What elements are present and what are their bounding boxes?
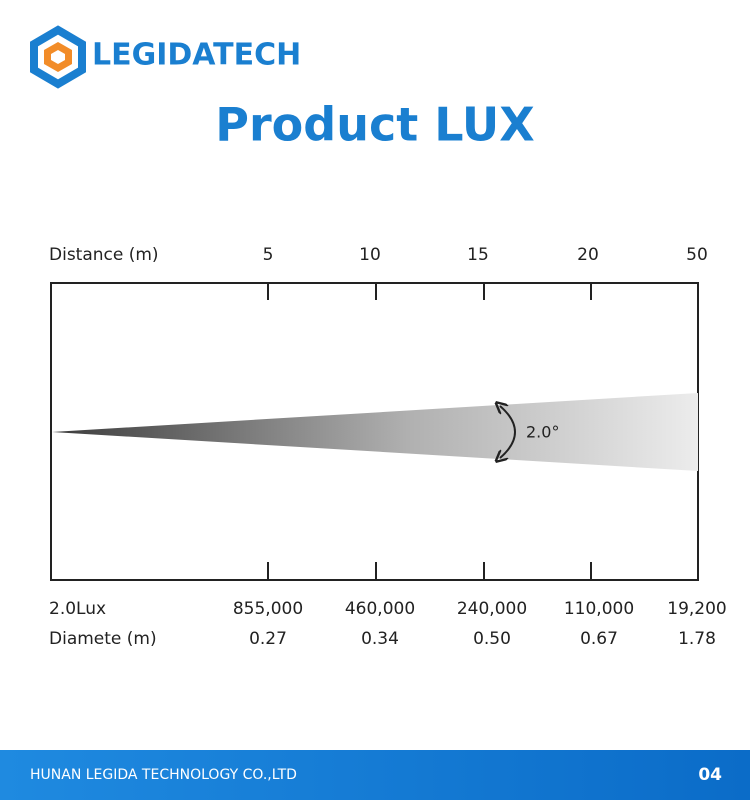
beam: [52, 393, 698, 471]
distance-label: Distance (m): [49, 245, 159, 265]
distance: 20: [577, 245, 599, 265]
lux-value: 240,000: [457, 599, 527, 619]
lux-value: 855,000: [233, 599, 303, 619]
diameter-value: 0.67: [580, 629, 618, 649]
distance: 5: [263, 245, 274, 265]
diameter-value: 0.34: [361, 629, 399, 649]
diameter-value: 0.27: [249, 629, 287, 649]
logo: [30, 25, 86, 89]
page-number: 04: [698, 765, 722, 785]
distance: 50: [686, 245, 708, 265]
company: HUNAN LEGIDA TECHNOLOGY CO.,LTD: [30, 767, 297, 783]
distance: 15: [467, 245, 489, 265]
angle-arc: [500, 406, 516, 458]
lux-label: 2.0Lux: [49, 599, 106, 619]
title: Product LUX: [215, 98, 534, 152]
brand: LEGIDATECH: [92, 38, 301, 73]
angle-label: 2.0°: [526, 423, 559, 442]
distance: 10: [359, 245, 381, 265]
diameter-value: 1.78: [678, 629, 716, 649]
lux-value: 19,200: [667, 599, 726, 619]
lux-value: 460,000: [345, 599, 415, 619]
footer: [0, 750, 750, 800]
diameter-label: Diamete (m): [49, 629, 157, 649]
diameter-value: 0.50: [473, 629, 511, 649]
lux-value: 110,000: [564, 599, 634, 619]
